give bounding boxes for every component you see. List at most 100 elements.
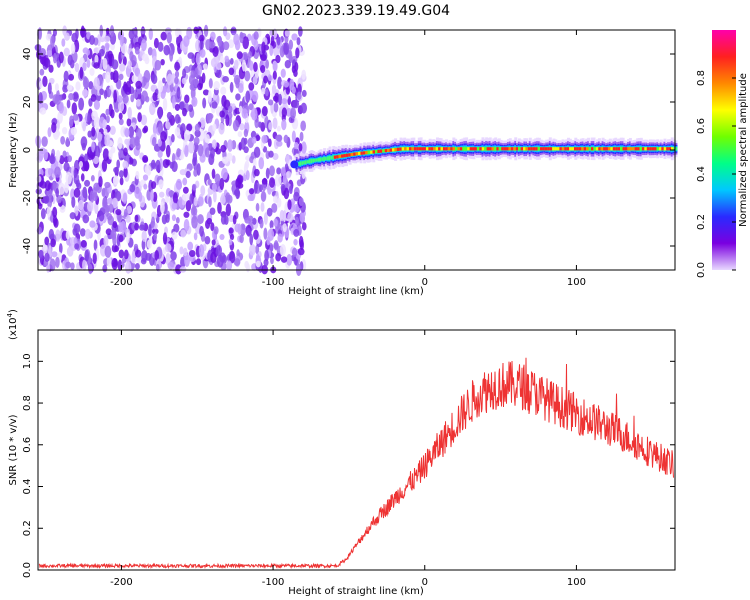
noise-cell [63, 162, 70, 172]
noise-cell [39, 107, 47, 115]
noise-cell [66, 84, 73, 91]
signal-core [345, 153, 349, 157]
noise-cell [89, 220, 96, 228]
noise-cell [101, 159, 108, 172]
noise-cell [199, 225, 204, 237]
noise-cell [258, 157, 265, 170]
noise-cell [44, 252, 50, 263]
signal-core [649, 147, 652, 151]
noise-cell [47, 167, 53, 176]
noise-cell [165, 144, 171, 158]
signal-core [348, 153, 351, 157]
noise-cell [93, 76, 100, 90]
signal-band [616, 146, 620, 151]
signal-core [377, 149, 380, 153]
noise-cell [175, 217, 180, 224]
noise-cell [124, 127, 130, 138]
noise-cell [150, 159, 156, 169]
noise-cell [252, 76, 258, 85]
noise-cell [99, 88, 104, 96]
spec-ytick-label: 20 [22, 96, 33, 109]
noise-cell [148, 223, 152, 237]
noise-cell [219, 233, 225, 240]
noise-cell [284, 29, 291, 37]
noise-cell [122, 192, 128, 204]
noise-cell [291, 247, 298, 257]
signal-core [486, 147, 490, 151]
noise-cell [255, 244, 260, 255]
signal-band [321, 157, 325, 161]
noise-cell [150, 84, 156, 92]
noise-cell [285, 85, 291, 95]
noise-cell [87, 130, 92, 138]
noise-cell [94, 54, 99, 65]
figure-title: GN02.2023.339.19.49.G04 [262, 3, 450, 19]
noise-cell [189, 193, 194, 205]
noise-cell [152, 92, 158, 102]
signal-core [646, 147, 650, 151]
noise-cell [122, 160, 129, 169]
noise-cell [36, 135, 41, 149]
noise-cell [249, 60, 254, 71]
signal-core [367, 150, 371, 155]
noise-cell [225, 260, 233, 271]
signal-band [485, 146, 489, 151]
signal-core [464, 147, 468, 151]
signal-core [362, 151, 366, 155]
noise-cell [294, 216, 300, 226]
noise-cell [271, 84, 277, 95]
noise-cell [134, 187, 141, 199]
signal-band [623, 147, 627, 151]
noise-cell [172, 95, 176, 109]
signal-core [375, 150, 378, 154]
noise-cell [82, 259, 87, 271]
signal-core [418, 147, 422, 151]
snr-ytick-label: 0.0 [22, 562, 33, 578]
noise-cell [69, 59, 75, 69]
noise-cell [135, 128, 142, 140]
signal-core [489, 147, 492, 151]
noise-cell [280, 68, 286, 78]
noise-cell [203, 24, 209, 37]
noise-cell [182, 193, 190, 202]
noise-cell [37, 149, 44, 162]
snr-ytick-label: 0.2 [22, 520, 33, 536]
noise-cell [179, 169, 187, 176]
snr-y-label: SNR (10 * v/v) [8, 414, 19, 485]
noise-cell [184, 144, 189, 158]
noise-cell [268, 75, 273, 82]
signal-core [540, 147, 543, 151]
noise-cell [106, 197, 114, 205]
signal-band [536, 146, 540, 151]
noise-cell [65, 137, 70, 148]
noise-cell [233, 258, 241, 266]
noise-cell [117, 137, 123, 150]
signal-core [445, 147, 448, 151]
noise-cell [47, 127, 52, 138]
noise-cell [210, 147, 215, 159]
noise-cell [300, 102, 308, 114]
signal-band [297, 162, 301, 166]
noise-cell [206, 113, 214, 120]
noise-cell [82, 62, 87, 72]
noise-cell [93, 239, 98, 251]
snr-xtick-label: -100 [262, 577, 285, 588]
signal-core [547, 147, 550, 151]
noise-cell [193, 196, 198, 207]
signal-core [595, 147, 599, 151]
noise-cell [80, 136, 88, 149]
signal-band [630, 147, 634, 151]
noise-cell [207, 90, 212, 103]
noise-cell [265, 59, 269, 69]
noise-cell [152, 122, 158, 136]
noise-cell [250, 107, 258, 121]
noise-cell [204, 235, 211, 245]
noise-cell [155, 263, 160, 272]
noise-cell [54, 166, 61, 178]
noise-cell [207, 179, 212, 186]
noise-cell [235, 93, 241, 101]
signal-core [523, 147, 526, 151]
noise-cell [281, 107, 287, 118]
noise-cell [112, 70, 119, 84]
noise-cell [46, 50, 53, 57]
